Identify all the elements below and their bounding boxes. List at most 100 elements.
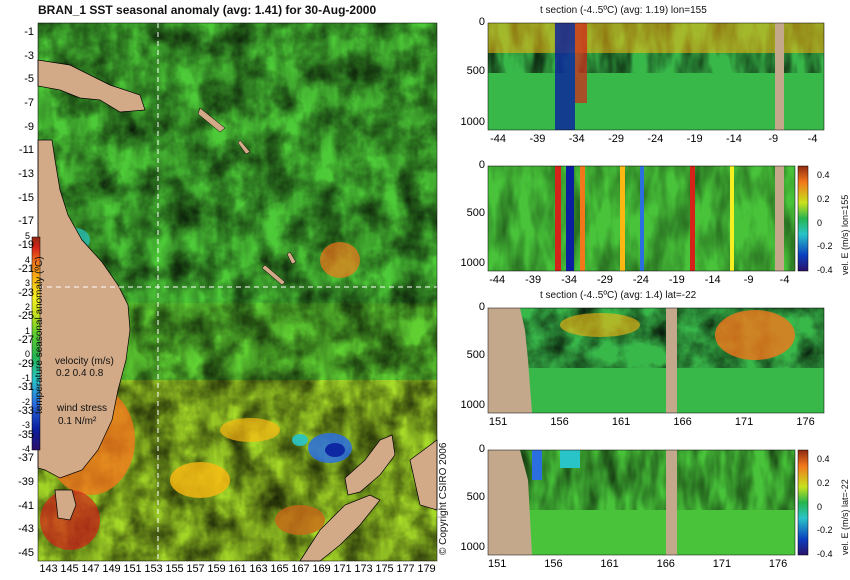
vel-colorbar-tick-label: -0.4 (817, 265, 833, 275)
panel-x-tick-label: -44 (489, 274, 506, 286)
map-y-tick-label: -15 (18, 191, 34, 204)
map-y-tick-label: -21 (18, 262, 34, 275)
map-y-tick-label: -5 (24, 73, 34, 86)
map-y-tick-label: -1 (24, 26, 34, 38)
panel-x-tick-label: -19 (686, 133, 703, 145)
panel-t-lon-title: t section (-4..5ºC) (avg: 1.19) lon=155 (540, 5, 707, 16)
panel-x-tick-label: 161 (611, 416, 631, 428)
map-y-tick-label: -17 (18, 215, 34, 228)
colorbar-tick-label: -3 (21, 420, 30, 431)
map-x-tick-label: 151 (123, 563, 142, 575)
vel-colorbar-tick-label: -0.2 (817, 525, 833, 536)
panel-x-tick-label: -39 (525, 274, 542, 286)
land-solomon (197, 107, 226, 133)
panel-x-tick-label: 166 (656, 558, 675, 570)
land-tasmania (54, 489, 77, 521)
vel-colorbar-tick-label: -0.4 (817, 549, 833, 559)
panel-x-tick-label: -9 (743, 274, 754, 286)
velocity-label: velocity (m/s) (55, 356, 114, 367)
colorbar-tick-label: 1 (24, 325, 30, 336)
map-x-tick-label: 167 (291, 563, 310, 575)
panel-u-lon (487, 165, 809, 272)
panel-x-tick-label: -14 (704, 274, 721, 286)
panel-x-tick-label: 161 (600, 558, 619, 570)
colorbar-tick-label: 4 (24, 254, 30, 265)
map-x-tick-label: 173 (354, 563, 373, 575)
map-x-tick-label: 159 (207, 563, 226, 575)
colorbar-tick-label: -1 (21, 373, 30, 383)
map-x-tick-label: 171 (333, 563, 352, 575)
vel-colorbar-tick-label: 0.4 (817, 170, 830, 180)
map-y-tick-label: -13 (18, 168, 34, 181)
land-new-guinea (37, 59, 146, 113)
vel-colorbar-tick-label: 0 (817, 217, 823, 228)
vel-colorbar-tick-label: 0.2 (817, 477, 830, 488)
map-y-tick-label: -7 (24, 97, 34, 110)
panel-x-tick-label: -39 (529, 133, 546, 145)
panel-x-tick-label: -4 (779, 274, 790, 286)
panel-x-tick-label: -4 (807, 133, 818, 145)
map-x-tick-label: 145 (60, 563, 79, 575)
panel-y-tick-label: 1000 (460, 398, 485, 411)
panel-x-tick-label: 171 (712, 558, 732, 570)
colorbar-label: temperature seasonal anomaly (ºC) (34, 256, 45, 414)
map-y-tick-label: -35 (18, 428, 34, 441)
map-x-tick-label: 157 (186, 563, 205, 575)
vel-colorbar-tick-label: -0.2 (817, 241, 833, 252)
panel-y-tick-label: 1000 (460, 115, 485, 128)
panel-x-tick-label: -24 (647, 133, 664, 145)
panel-x-tick-label: 151 (488, 558, 507, 570)
panel-t-lat (487, 307, 825, 414)
wind-label: wind stress (57, 403, 108, 414)
map-x-tick-label: 143 (39, 563, 58, 575)
panel-y-tick-label: 0 (478, 16, 485, 28)
vel-colorbar-tick-label: 0.2 (817, 193, 830, 204)
panel-t-lat-title: t section (-4..5ºC) (avg: 1.4) lat=-22 (540, 290, 697, 301)
panel-x-tick-label: -19 (668, 274, 685, 286)
map-y-tick-label: -11 (18, 144, 34, 157)
panel-x-tick-label: -24 (632, 274, 649, 286)
panel-x-tick-label: 156 (544, 558, 563, 570)
panel-y-tick-label: 500 (466, 491, 485, 504)
colorbar-tick-label: -4 (21, 444, 30, 454)
map-y-tick-label: -25 (18, 310, 34, 323)
panel-x-tick-label: -29 (597, 274, 613, 286)
panel-x-tick-label: 171 (734, 416, 754, 428)
map-title: BRAN_1 SST seasonal anomaly (avg: 1.41) … (38, 3, 377, 17)
panel-y-tick-label: 1000 (460, 256, 485, 269)
map-y-tick-label: -31 (18, 381, 34, 394)
vel-colorbar-lat (797, 449, 809, 556)
panel-y-tick-label: 500 (466, 207, 485, 220)
map-y-tick-label: -43 (18, 523, 34, 536)
map-x-tick-label: 163 (249, 563, 268, 575)
map-x-tick-label: 179 (417, 563, 436, 575)
map-x-tick-label: 169 (312, 563, 331, 575)
map-y-tick-label: -41 (18, 499, 34, 512)
colorbar-tick-label: 2 (24, 302, 30, 312)
map-y-tick-label: -23 (18, 286, 34, 299)
panel-x-tick-label: -14 (725, 133, 742, 145)
wind-scale: 0.1 N/m² (58, 416, 97, 427)
panel-t-lon (487, 22, 825, 131)
map-y-tick-label: -37 (18, 452, 34, 465)
map-colorbar (31, 236, 41, 451)
panel-x-tick-label: 176 (768, 558, 788, 570)
map-y-tick-label: -19 (18, 239, 34, 252)
land-australia (37, 139, 131, 479)
map-y-tick-label: -3 (24, 49, 34, 62)
panel-x-tick-label: 166 (673, 416, 692, 428)
panel-x-tick-label: -44 (490, 133, 507, 145)
map-x-tick-label: 147 (81, 563, 100, 575)
colorbar-tick-label: 0 (24, 349, 30, 360)
vel-colorbar-tick-label: 0.4 (817, 454, 830, 464)
colorbar-tick-label: -2 (21, 396, 30, 407)
panel-x-tick-label: 151 (488, 416, 508, 428)
map-y-tick-label: -27 (18, 333, 34, 346)
map-y-tick-label: -29 (18, 357, 34, 370)
panel-y-tick-label: 500 (466, 65, 485, 78)
map-y-tick-label: -39 (18, 475, 34, 488)
land-nz-south (299, 494, 381, 562)
panel-y-tick-label: 1000 (460, 540, 485, 553)
panel-y-tick-label: 0 (478, 301, 485, 313)
